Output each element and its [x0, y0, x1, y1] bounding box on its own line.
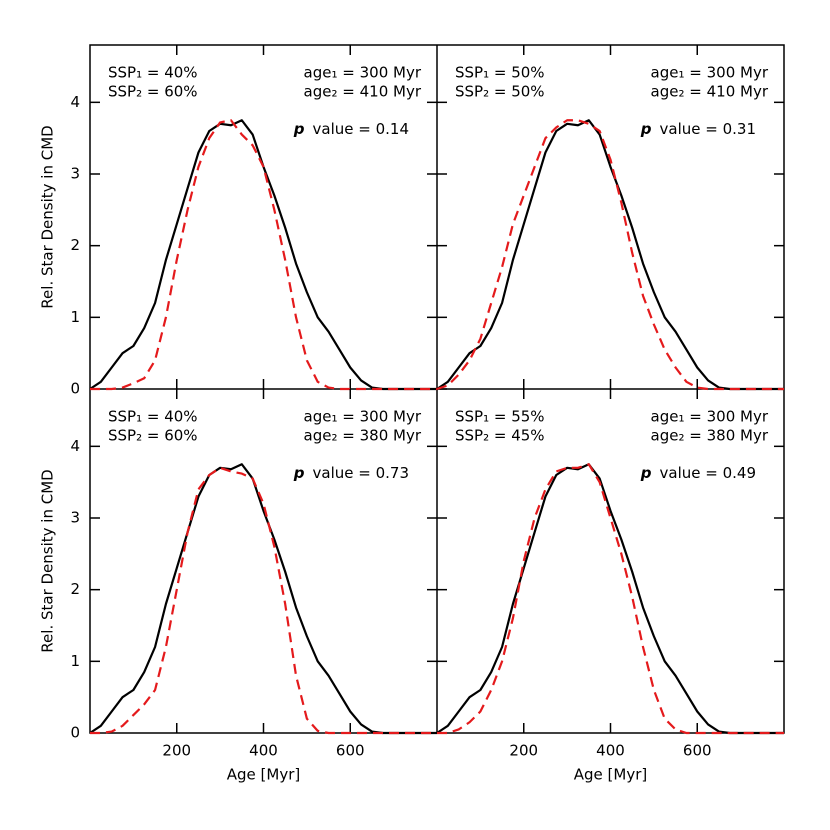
y-tick-label: 4	[70, 437, 80, 455]
x-tick-label: 200	[509, 742, 538, 760]
annotation: SSP₁ = 50%	[455, 64, 545, 82]
x-axis-label: Age [Myr]	[574, 766, 647, 784]
y-tick-label: 3	[70, 165, 80, 183]
y-tick-label: 1	[70, 308, 80, 326]
series-line	[436, 463, 784, 735]
x-tick-label: 200	[162, 742, 191, 760]
annotation: age₂ = 380 Myr	[304, 427, 422, 445]
annotation: age₁ = 300 Myr	[304, 64, 422, 82]
annotation: age₁ = 300 Myr	[651, 64, 769, 82]
annotation: age₂ = 410 Myr	[304, 83, 422, 101]
y-tick-label: 4	[70, 93, 80, 111]
annotation: age₂ = 380 Myr	[651, 427, 769, 445]
y-axis-label: Rel. Star Density in CMD	[39, 469, 57, 652]
y-axis-label: Rel. Star Density in CMD	[39, 125, 57, 308]
y-tick-label: 0	[70, 380, 80, 398]
p-value: p value = 0.14	[293, 120, 409, 138]
series-line	[90, 119, 437, 391]
annotation: age₁ = 300 Myr	[651, 408, 769, 426]
y-tick-label: 0	[70, 724, 80, 742]
p-value-text: value = 0.31	[660, 120, 756, 138]
p-value: p value = 0.73	[293, 464, 409, 482]
annotation: SSP₂ = 50%	[455, 83, 545, 101]
series-line	[90, 466, 437, 735]
annotation: SSP₂ = 60%	[108, 83, 198, 101]
annotation: SSP₂ = 60%	[108, 427, 198, 445]
series-line	[436, 119, 784, 391]
series-line	[437, 463, 784, 735]
x-tick-label: 400	[249, 742, 278, 760]
annotation: SSP₁ = 55%	[455, 408, 545, 426]
x-tick-label: 600	[336, 742, 365, 760]
p-value-text: value = 0.73	[313, 464, 409, 482]
y-tick-label: 1	[70, 652, 80, 670]
annotation: SSP₂ = 45%	[455, 427, 545, 445]
annotation: SSP₁ = 40%	[108, 64, 198, 82]
annotation: age₁ = 300 Myr	[304, 408, 422, 426]
y-tick-label: 2	[70, 236, 80, 254]
p-symbol: p	[293, 464, 305, 482]
annotation: SSP₁ = 40%	[108, 408, 198, 426]
x-tick-label: 400	[596, 742, 625, 760]
y-tick-label: 3	[70, 509, 80, 527]
series-line	[89, 119, 437, 391]
p-value-text: value = 0.14	[313, 120, 409, 138]
x-tick-label: 600	[683, 742, 712, 760]
p-symbol: p	[640, 464, 652, 482]
p-symbol: p	[293, 120, 305, 138]
p-value: p value = 0.31	[640, 120, 756, 138]
p-value: p value = 0.49	[640, 464, 756, 482]
p-value-text: value = 0.49	[660, 464, 756, 482]
series-line	[89, 463, 437, 735]
annotation: age₂ = 410 Myr	[651, 83, 769, 101]
y-tick-label: 2	[70, 580, 80, 598]
p-symbol: p	[640, 120, 652, 138]
series-line	[436, 119, 784, 391]
x-axis-label: Age [Myr]	[227, 766, 300, 784]
